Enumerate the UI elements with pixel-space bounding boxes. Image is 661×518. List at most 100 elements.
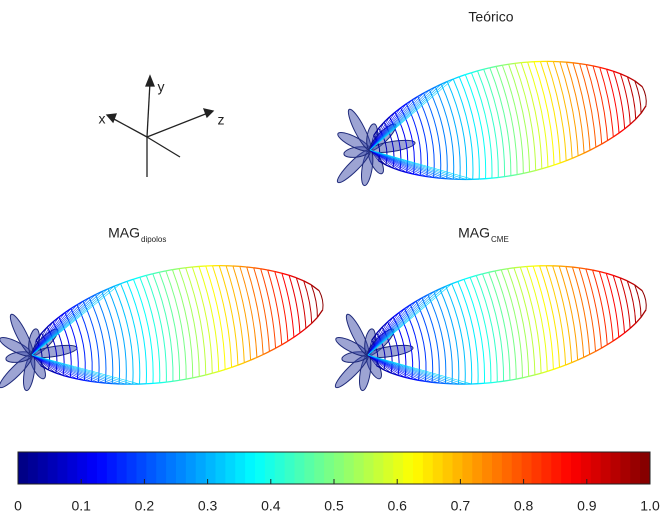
tick-label: 0.8 — [514, 498, 534, 514]
axis-line — [146, 136, 181, 158]
outline — [494, 269, 502, 272]
spoke — [367, 340, 372, 356]
colorbar-segment — [501, 452, 513, 484]
outline — [371, 332, 378, 341]
spoke — [367, 354, 399, 376]
rib — [95, 294, 114, 384]
rib — [439, 288, 460, 385]
rib — [152, 273, 174, 382]
outline — [310, 284, 320, 292]
outline — [101, 288, 109, 293]
rib — [527, 61, 549, 168]
outline — [426, 175, 434, 179]
rib — [41, 332, 51, 371]
spoke — [369, 149, 394, 169]
rib — [539, 265, 561, 368]
rib — [565, 266, 585, 358]
colorbar-segment — [18, 452, 29, 484]
outline — [547, 368, 554, 372]
outline — [399, 169, 407, 174]
arrow-head — [105, 113, 117, 124]
outline — [521, 61, 528, 64]
spoke — [369, 149, 379, 161]
rib — [145, 275, 167, 383]
outline — [218, 368, 226, 373]
rib — [246, 266, 264, 355]
outline — [166, 380, 174, 383]
outline — [498, 176, 505, 179]
spoke — [369, 128, 379, 151]
rib — [520, 62, 543, 169]
spoke — [31, 354, 85, 381]
rib — [52, 321, 65, 376]
outline — [385, 164, 394, 169]
outline — [418, 379, 426, 383]
outline — [469, 274, 477, 278]
rib — [225, 265, 245, 363]
spoke — [367, 354, 472, 385]
rib — [427, 294, 447, 384]
spoke — [367, 354, 419, 381]
outline — [411, 378, 419, 381]
colorbar-segment — [620, 452, 631, 484]
rib — [477, 70, 499, 178]
spoke — [369, 112, 396, 151]
outline — [46, 321, 54, 328]
rib — [539, 61, 561, 163]
spoke — [31, 316, 60, 356]
colorbar-segment — [176, 452, 187, 484]
spoke — [369, 86, 436, 151]
rib — [88, 297, 107, 384]
spoke — [31, 294, 96, 356]
outline — [483, 67, 491, 70]
rib — [641, 290, 647, 310]
spoke — [369, 149, 467, 180]
rib — [470, 72, 493, 179]
outline — [634, 80, 643, 88]
spoke — [369, 149, 407, 173]
spoke — [31, 304, 78, 356]
spoke — [369, 99, 413, 151]
spoke — [367, 354, 439, 384]
outline — [62, 374, 71, 379]
axes-glyph — [105, 74, 215, 177]
outline — [398, 308, 405, 314]
rib — [113, 285, 134, 385]
panel-subscript: dipolos — [141, 235, 166, 244]
radiation-pattern — [336, 60, 647, 187]
outline — [392, 312, 400, 318]
rib — [606, 68, 620, 134]
outline — [463, 276, 471, 280]
outline — [423, 89, 430, 94]
rib — [483, 69, 506, 177]
rib — [423, 92, 442, 179]
rib — [101, 291, 121, 384]
rib — [433, 291, 453, 384]
outline — [491, 176, 499, 179]
tick-label: 0.2 — [135, 498, 155, 514]
rib — [489, 67, 512, 176]
tick-label: 1.0 — [640, 498, 660, 514]
colorbar-segment — [264, 452, 276, 484]
outline — [613, 70, 621, 75]
outline — [457, 278, 465, 283]
outline — [572, 62, 580, 65]
outline — [445, 283, 453, 287]
outline — [41, 326, 48, 334]
outline — [459, 74, 466, 78]
rib — [634, 80, 642, 114]
outline — [606, 340, 614, 346]
spoke — [31, 354, 56, 374]
outline — [565, 265, 573, 268]
rib — [501, 65, 524, 174]
outline — [275, 344, 283, 349]
spoke — [367, 301, 417, 356]
outline — [95, 291, 102, 296]
rib — [545, 265, 567, 366]
colorbar-segment — [185, 452, 197, 484]
spoke — [31, 354, 99, 383]
colorbar-segment — [482, 452, 493, 484]
colorbar-segment — [324, 452, 335, 484]
outline — [376, 365, 385, 371]
spoke — [31, 354, 71, 378]
